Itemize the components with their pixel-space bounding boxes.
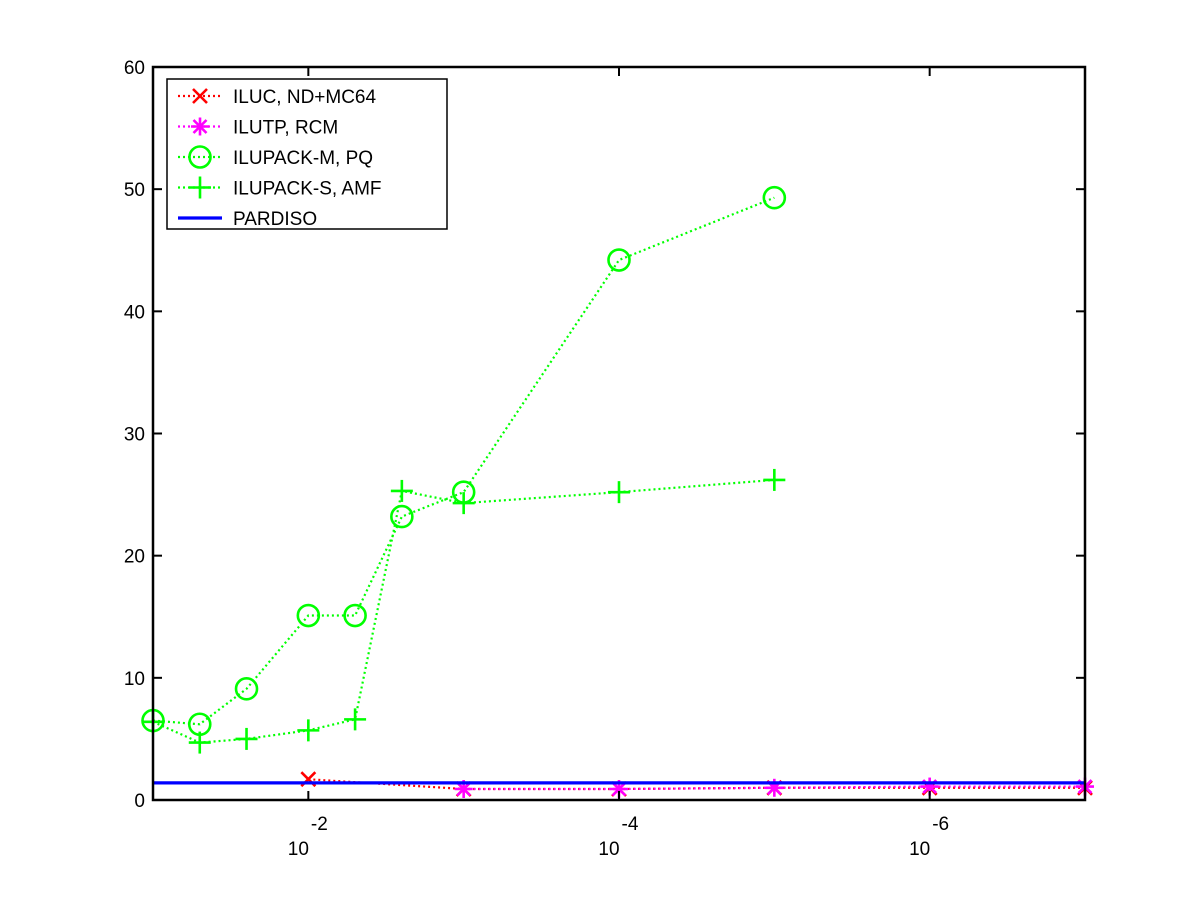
series-2-point: [296, 603, 321, 628]
x-tick-label-base: 10: [909, 839, 930, 860]
series-2-point: [607, 248, 631, 272]
series-2: [141, 185, 787, 737]
legend-box: [166, 78, 448, 230]
series-3-point: [608, 481, 630, 504]
legend-label: ILUPACK-M, PQ: [233, 148, 373, 169]
series-layer: [141, 185, 1094, 799]
series-2-point-stroke: [343, 603, 367, 628]
series-3-point: [390, 479, 413, 502]
y-tick-label: 50: [124, 180, 145, 201]
y-tick-label: 60: [124, 58, 145, 79]
legend-marker: [188, 145, 212, 169]
series-2-line: [152, 196, 775, 726]
legend-marker: [192, 88, 208, 104]
legend-label: ILUPACK-S, AMF: [233, 179, 382, 200]
series-2-point: [234, 677, 259, 701]
x-tick-label-base: 10: [598, 839, 619, 860]
y-tick-label: 0: [134, 791, 145, 812]
series-3-point: [235, 727, 258, 750]
y-tick-label: 40: [124, 302, 145, 323]
series-2-point: [390, 504, 414, 529]
series-3-line: [152, 478, 775, 744]
legend-label: PARDISO: [233, 209, 317, 230]
series-3-point: [188, 731, 211, 754]
x-tick-label-exponent: -4: [622, 814, 639, 835]
series-2-point: [762, 185, 787, 210]
x-tick-label-exponent: -6: [932, 814, 949, 835]
legend-label: ILUTP, RCM: [233, 118, 338, 139]
legend: ILUC, ND+MC64 ILUTP, RCM ILUPACK-M, PQ ILUP…: [166, 78, 448, 230]
x-tick-label-exponent: -2: [311, 814, 328, 835]
series-2-point-stroke: [296, 603, 321, 628]
legend-label: ILUC, ND+MC64: [233, 87, 376, 108]
series-3-point: [297, 719, 320, 742]
legend-marker: [191, 117, 209, 136]
series-1-point-stroke: [611, 781, 627, 797]
y-tick-label: 10: [124, 669, 145, 690]
series-2-point-stroke: [607, 248, 631, 272]
series-3-point: [344, 708, 367, 731]
x-tick-label-base: 10: [288, 839, 309, 860]
legend-marker-stroke: [188, 145, 212, 169]
series-2-point-stroke: [390, 504, 414, 529]
series-3-point: [452, 492, 475, 515]
y-tick-label: 30: [124, 425, 145, 446]
series-2-point-stroke: [762, 185, 787, 210]
series-3-point: [763, 468, 786, 491]
series-2-point-stroke: [234, 677, 259, 701]
y-tick-label: 20: [124, 547, 145, 568]
legend-marker-stroke: [192, 88, 208, 104]
series-1-point-stroke: [456, 781, 472, 797]
legend-marker-stroke: [192, 119, 208, 134]
series-2-point: [343, 603, 367, 628]
legend-marker: [189, 176, 211, 199]
